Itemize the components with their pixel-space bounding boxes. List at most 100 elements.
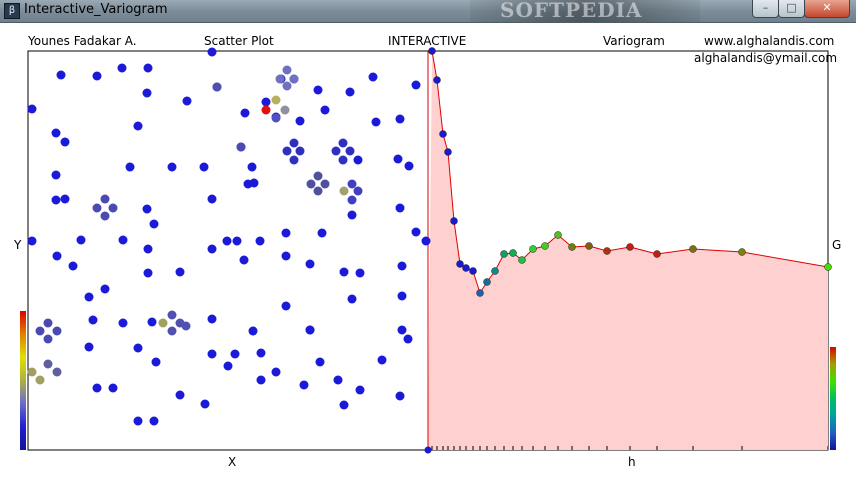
scatter-point[interactable] [223,361,233,371]
scatter-point-selected[interactable] [167,326,177,336]
variogram-point[interactable] [462,264,470,272]
scatter-point-selected[interactable] [108,203,118,213]
variogram-point[interactable] [439,130,447,138]
scatter-point-selected[interactable] [27,367,37,377]
scatter-point-selected[interactable] [52,326,62,336]
scatter-point-selected[interactable] [313,171,323,181]
scatter-point-selected[interactable] [282,81,292,91]
scatter-point[interactable] [118,318,128,328]
variogram-point[interactable] [450,217,458,225]
scatter-point[interactable] [125,162,135,172]
scatter-point[interactable] [147,317,157,327]
scatter-point-selected[interactable] [353,186,363,196]
scatter-point[interactable] [230,349,240,359]
scatter-point[interactable] [248,326,258,336]
variogram-point[interactable] [585,242,593,250]
scatter-point[interactable] [143,244,153,254]
variogram-point[interactable] [568,243,576,251]
scatter-point[interactable] [393,154,403,164]
variogram-point[interactable] [529,245,537,253]
scatter-point[interactable] [377,355,387,365]
scatter-point[interactable] [347,210,357,220]
scatter-point[interactable] [256,375,266,385]
scatter-point[interactable] [355,268,365,278]
scatter-point-selected[interactable] [181,321,191,331]
scatter-point[interactable] [299,380,309,390]
scatter-point[interactable] [84,292,94,302]
email-link[interactable]: alghalandis@ymail.com [694,51,838,65]
scatter-point[interactable] [261,97,271,107]
scatter-point[interactable] [243,179,253,189]
scatter-point[interactable] [395,391,405,401]
scatter-point[interactable] [27,104,37,114]
website-link[interactable]: www.alghalandis.com [704,34,835,48]
variogram-point[interactable] [603,247,611,255]
scatter-point[interactable] [207,349,217,359]
scatter-point[interactable] [281,251,291,261]
scatter-point-selected[interactable] [100,194,110,204]
scatter-point[interactable] [56,70,66,80]
scatter-point[interactable] [84,342,94,352]
scatter-point[interactable] [200,399,210,409]
scatter-point[interactable] [305,259,315,269]
scatter-point-selected[interactable] [306,179,316,189]
scatter-point-selected[interactable] [100,211,110,221]
variogram-point[interactable] [738,248,746,256]
scatter-point-selected[interactable] [347,179,357,189]
scatter-point-selected[interactable] [295,146,305,156]
scatter-point[interactable] [51,170,61,180]
variogram-point[interactable] [444,148,452,156]
scatter-point[interactable] [395,203,405,213]
scatter-point[interactable] [76,235,86,245]
scatter-point[interactable] [256,348,266,358]
scatter-point[interactable] [118,235,128,245]
scatter-point[interactable] [151,357,161,367]
scatter-point-selected[interactable] [43,359,53,369]
scatter-point[interactable] [92,383,102,393]
scatter-point[interactable] [353,155,363,165]
scatter-point[interactable] [207,314,217,324]
scatter-point[interactable] [143,63,153,73]
scatter-point[interactable] [345,87,355,97]
scatter-point[interactable] [143,268,153,278]
scatter-point[interactable] [247,162,257,172]
scatter-point[interactable] [175,267,185,277]
variogram-point[interactable] [469,267,477,275]
scatter-point[interactable] [368,72,378,82]
scatter-point[interactable] [142,88,152,98]
variogram-point[interactable] [518,256,526,264]
scatter-point-selected[interactable] [280,105,290,115]
scatter-point[interactable] [108,383,118,393]
scatter-point[interactable] [239,255,249,265]
scatter-point[interactable] [347,294,357,304]
scatter-point-selected[interactable] [282,65,292,75]
scatter-point[interactable] [240,108,250,118]
scatter-point-selected[interactable] [339,186,349,196]
maximize-button[interactable]: □ [778,0,805,18]
scatter-point[interactable] [92,71,102,81]
scatter-point[interactable] [355,385,365,395]
scatter-point-selected[interactable] [212,82,222,92]
scatter-point[interactable] [411,80,421,90]
scatter-plot-area[interactable] [27,50,429,451]
variogram-point[interactable] [653,250,661,258]
scatter-point[interactable] [149,219,159,229]
scatter-point[interactable] [207,244,217,254]
scatter-point[interactable] [88,315,98,325]
scatter-point[interactable] [182,96,192,106]
variogram-point[interactable] [689,245,697,253]
scatter-point[interactable] [133,343,143,353]
variogram-point[interactable] [433,76,441,84]
scatter-point[interactable] [281,228,291,238]
scatter-point[interactable] [397,291,407,301]
variogram-point[interactable] [554,231,562,239]
scatter-point-selected[interactable] [313,186,323,196]
variogram-point[interactable] [428,47,436,55]
scatter-point[interactable] [60,137,70,147]
scatter-point[interactable] [60,194,70,204]
scatter-point[interactable] [320,105,330,115]
scatter-point[interactable] [207,194,217,204]
scatter-point[interactable] [281,301,291,311]
scatter-point[interactable] [313,85,323,95]
scatter-point-selected[interactable] [158,318,168,328]
